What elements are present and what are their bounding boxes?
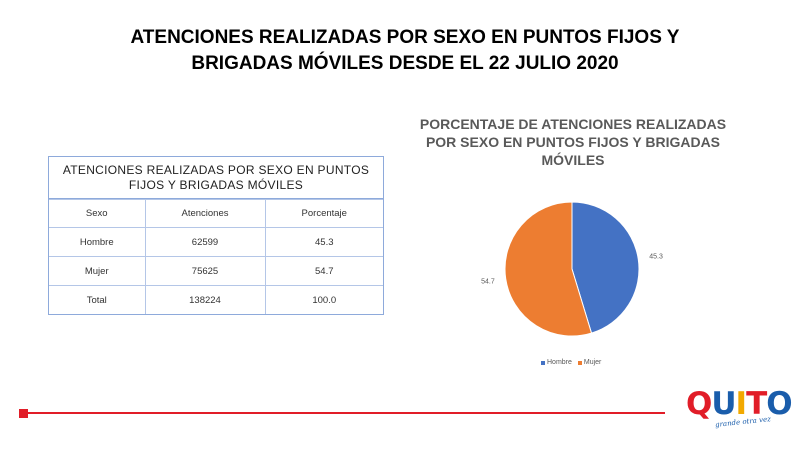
legend-item-mujer: Mujer: [577, 359, 602, 366]
legend-label-mujer: Mujer: [583, 359, 602, 366]
cell-atenciones: 62599: [144, 227, 266, 257]
slide-title-line-2: BRIGADAS MÓVILES DESDE EL 22 JULIO 2020: [191, 53, 619, 74]
legend-label-hombre: Hombre: [547, 359, 572, 366]
footer-accent-square: [19, 409, 28, 418]
cell-sexo: Total: [49, 285, 146, 314]
table-row: Total 138224 100.0: [49, 285, 383, 314]
chart-title-line: POR SEXO EN PUNTOS FIJOS Y BRIGADAS: [425, 134, 721, 150]
chart-title: PORCENTAJE DE ATENCIONES REALIZADAS POR …: [408, 115, 738, 169]
table-row: Mujer 75625 54.7: [49, 256, 383, 286]
cell-sexo: Mujer: [49, 256, 146, 286]
cell-sexo: Hombre: [49, 227, 146, 257]
chart-title-line: PORCENTAJE DE ATENCIONES REALIZADAS: [419, 116, 727, 132]
attention-table: ATENCIONES REALIZADAS POR SEXO EN PUNTOS…: [48, 156, 384, 315]
cell-porcentaje: 45.3: [264, 227, 383, 257]
data-label-hombre: 45.3: [649, 253, 663, 260]
quito-logo: QUITO grande otra vez: [686, 386, 793, 436]
data-table: Sexo Atenciones Porcentaje Hombre 62599 …: [49, 199, 383, 314]
slide-title-line-1: ATENCIONES REALIZADAS POR SEXO EN PUNTOS…: [130, 27, 680, 48]
logo-letter: O: [766, 386, 792, 422]
table-row: Hombre 62599 45.3: [49, 227, 383, 257]
pie-slice-hombre: [571, 201, 640, 334]
footer-divider: [28, 412, 665, 414]
legend-item-hombre: Hombre: [541, 359, 572, 366]
header-sexo: Sexo: [49, 199, 146, 228]
logo-letter: I: [735, 386, 748, 422]
logo-wordmark: QUITO: [686, 386, 793, 422]
data-label-mujer: 54.7: [481, 279, 495, 286]
legend-swatch-hombre: [541, 360, 545, 365]
logo-letter: T: [746, 386, 767, 422]
slide-title: ATENCIONES REALIZADAS POR SEXO EN PUNTOS…: [40, 25, 770, 77]
table-caption: ATENCIONES REALIZADAS POR SEXO EN PUNTOS…: [49, 157, 383, 199]
cell-porcentaje: 100.0: [264, 285, 383, 314]
header-porcentaje: Porcentaje: [264, 199, 383, 228]
cell-atenciones: 138224: [144, 285, 266, 314]
pie-slice-mujer: [504, 201, 593, 337]
logo-letter: Q: [686, 386, 712, 422]
cell-porcentaje: 54.7: [264, 256, 383, 286]
cell-atenciones: 75625: [144, 256, 266, 286]
chart-legend: Hombre Mujer: [541, 359, 605, 367]
logo-letter: U: [711, 386, 736, 422]
chart-title-line: MÓVILES: [541, 152, 605, 168]
legend-swatch-mujer: [577, 360, 582, 365]
